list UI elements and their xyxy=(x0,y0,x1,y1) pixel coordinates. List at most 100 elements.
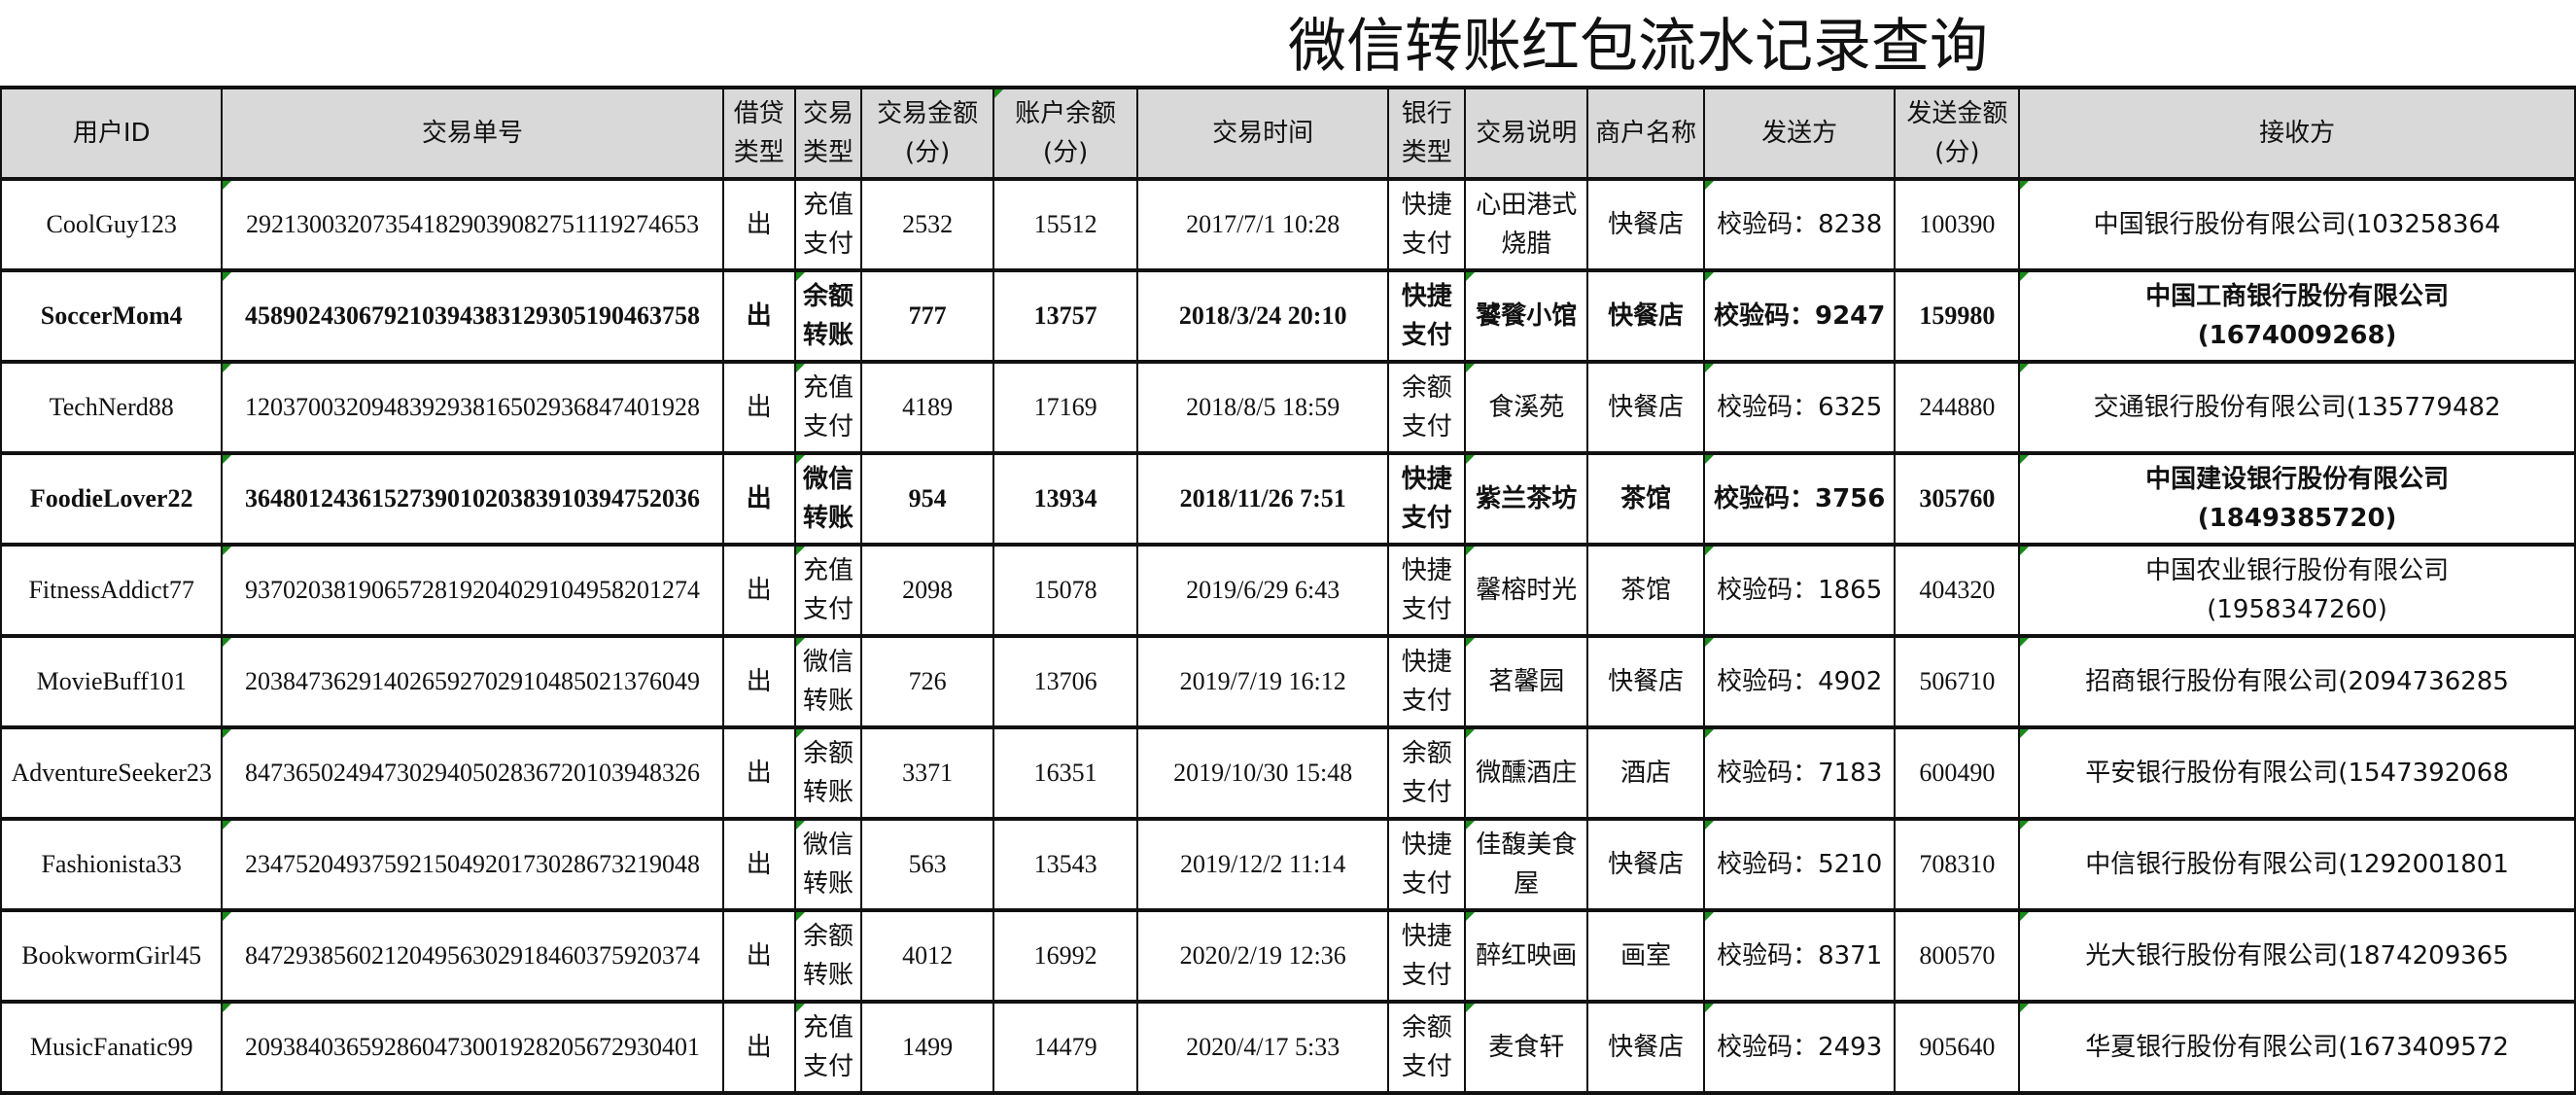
cell-receiver[interactable]: 交通银行股份有限公司(135779482 xyxy=(2018,360,2576,455)
cell-debit-credit-type[interactable]: 出 xyxy=(721,268,796,364)
cell-amount[interactable]: 726 xyxy=(860,634,995,729)
cell-transaction-type[interactable]: 充值支付 xyxy=(793,360,863,455)
column-header-merchant[interactable]: 商户名称 xyxy=(1586,86,1705,181)
cell-transaction-type[interactable]: 余额转账 xyxy=(793,268,863,364)
cell-description[interactable]: 馨榕时光 xyxy=(1464,543,1589,638)
cell-description[interactable]: 食溪苑 xyxy=(1464,360,1589,455)
cell-description[interactable]: 心田港式烧腊 xyxy=(1464,177,1589,272)
cell-amount[interactable]: 563 xyxy=(860,817,995,912)
cell-transaction-no[interactable]: 937020381906572819204029104958201274 xyxy=(221,543,724,638)
cell-sender[interactable]: 校验码：9247 xyxy=(1702,268,1897,364)
cell-merchant[interactable]: 茶馆 xyxy=(1586,451,1705,547)
cell-transaction-time[interactable]: 2019/6/29 6:43 xyxy=(1136,543,1390,638)
cell-user-id[interactable]: Fashionista33 xyxy=(0,817,224,912)
cell-user-id[interactable]: TechNerd88 xyxy=(0,360,224,455)
cell-sent-amount[interactable]: 600490 xyxy=(1894,725,2021,821)
column-header-sender[interactable]: 发送方 xyxy=(1702,86,1897,181)
cell-receiver[interactable]: 中信银行股份有限公司(1292001801 xyxy=(2018,817,2576,912)
cell-transaction-time[interactable]: 2017/7/1 10:28 xyxy=(1136,177,1390,272)
cell-sent-amount[interactable]: 800570 xyxy=(1894,908,2021,1004)
cell-sent-amount[interactable]: 100390 xyxy=(1894,177,2021,272)
cell-balance[interactable]: 17169 xyxy=(992,360,1139,455)
cell-transaction-type[interactable]: 余额转账 xyxy=(793,908,863,1004)
cell-sender[interactable]: 校验码：6325 xyxy=(1702,360,1897,455)
cell-balance[interactable]: 16351 xyxy=(992,725,1139,821)
cell-debit-credit-type[interactable]: 出 xyxy=(721,1000,796,1095)
cell-receiver[interactable]: 平安银行股份有限公司(1547392068 xyxy=(2018,725,2576,821)
cell-amount[interactable]: 1499 xyxy=(860,1000,995,1095)
cell-user-id[interactable]: MovieBuff101 xyxy=(0,634,224,729)
cell-description[interactable]: 佳馥美食屋 xyxy=(1464,817,1589,912)
column-header-transaction-type[interactable]: 交易 类型 xyxy=(793,86,863,181)
cell-transaction-type[interactable]: 充值支付 xyxy=(793,177,863,272)
cell-amount[interactable]: 2532 xyxy=(860,177,995,272)
cell-receiver[interactable]: 中国农业银行股份有限公司 (1958347260) xyxy=(2018,543,2576,638)
cell-transaction-no[interactable]: 234752049375921504920173028673219048 xyxy=(221,817,724,912)
cell-transaction-type[interactable]: 充值支付 xyxy=(793,1000,863,1095)
cell-transaction-no[interactable]: 847293856021204956302918460375920374 xyxy=(221,908,724,1004)
cell-merchant[interactable]: 茶馆 xyxy=(1586,543,1705,638)
cell-transaction-time[interactable]: 2020/4/17 5:33 xyxy=(1136,1000,1390,1095)
cell-merchant[interactable]: 快餐店 xyxy=(1586,634,1705,729)
cell-user-id[interactable]: FitnessAddict77 xyxy=(0,543,224,638)
cell-user-id[interactable]: MusicFanatic99 xyxy=(0,1000,224,1095)
cell-balance[interactable]: 16992 xyxy=(992,908,1139,1004)
cell-transaction-no[interactable]: 203847362914026592702910485021376049 xyxy=(221,634,724,729)
cell-bank-type[interactable]: 快捷支付 xyxy=(1387,177,1467,272)
cell-merchant[interactable]: 快餐店 xyxy=(1586,817,1705,912)
column-header-balance[interactable]: 账户余额 (分) xyxy=(992,86,1139,181)
cell-sender[interactable]: 校验码：7183 xyxy=(1702,725,1897,821)
cell-sender[interactable]: 校验码：8371 xyxy=(1702,908,1897,1004)
cell-transaction-no[interactable]: 292130032073541829039082751119274653 xyxy=(221,177,724,272)
cell-bank-type[interactable]: 快捷支付 xyxy=(1387,268,1467,364)
cell-sent-amount[interactable]: 905640 xyxy=(1894,1000,2021,1095)
cell-amount[interactable]: 954 xyxy=(860,451,995,547)
cell-transaction-no[interactable]: 458902430679210394383129305190463758 xyxy=(221,268,724,364)
cell-user-id[interactable]: AdventureSeeker23 xyxy=(0,725,224,821)
cell-sent-amount[interactable]: 708310 xyxy=(1894,817,2021,912)
cell-transaction-time[interactable]: 2018/3/24 20:10 xyxy=(1136,268,1390,364)
cell-transaction-type[interactable]: 微信转账 xyxy=(793,451,863,547)
column-header-debit-credit-type[interactable]: 借贷 类型 xyxy=(721,86,796,181)
cell-sender[interactable]: 校验码：2493 xyxy=(1702,1000,1897,1095)
column-header-user-id[interactable]: 用户ID xyxy=(0,86,224,181)
cell-transaction-time[interactable]: 2018/11/26 7:51 xyxy=(1136,451,1390,547)
cell-transaction-type[interactable]: 微信转账 xyxy=(793,634,863,729)
cell-transaction-type[interactable]: 微信转账 xyxy=(793,817,863,912)
cell-user-id[interactable]: CoolGuy123 xyxy=(0,177,224,272)
cell-debit-credit-type[interactable]: 出 xyxy=(721,177,796,272)
cell-description[interactable]: 茗馨园 xyxy=(1464,634,1589,729)
column-header-sent-amount[interactable]: 发送金额 (分) xyxy=(1894,86,2021,181)
cell-description[interactable]: 饕餮小馆 xyxy=(1464,268,1589,364)
cell-receiver[interactable]: 光大银行股份有限公司(1874209365 xyxy=(2018,908,2576,1004)
cell-sender[interactable]: 校验码：4902 xyxy=(1702,634,1897,729)
cell-amount[interactable]: 3371 xyxy=(860,725,995,821)
cell-receiver[interactable]: 中国工商银行股份有限公司 (1674009268) xyxy=(2018,268,2576,364)
cell-balance[interactable]: 13757 xyxy=(992,268,1139,364)
column-header-transaction-time[interactable]: 交易时间 xyxy=(1136,86,1390,181)
column-header-description[interactable]: 交易说明 xyxy=(1464,86,1589,181)
cell-sent-amount[interactable]: 506710 xyxy=(1894,634,2021,729)
cell-balance[interactable]: 13543 xyxy=(992,817,1139,912)
column-header-transaction-no[interactable]: 交易单号 xyxy=(221,86,724,181)
cell-transaction-type[interactable]: 充值支付 xyxy=(793,543,863,638)
cell-transaction-time[interactable]: 2018/8/5 18:59 xyxy=(1136,360,1390,455)
cell-debit-credit-type[interactable]: 出 xyxy=(721,451,796,547)
cell-user-id[interactable]: BookwormGirl45 xyxy=(0,908,224,1004)
cell-description[interactable]: 麦食轩 xyxy=(1464,1000,1589,1095)
cell-balance[interactable]: 15078 xyxy=(992,543,1139,638)
cell-sent-amount[interactable]: 244880 xyxy=(1894,360,2021,455)
cell-description[interactable]: 醉红映画 xyxy=(1464,908,1589,1004)
cell-merchant[interactable]: 快餐店 xyxy=(1586,268,1705,364)
column-header-bank-type[interactable]: 银行 类型 xyxy=(1387,86,1467,181)
cell-bank-type[interactable]: 余额支付 xyxy=(1387,1000,1467,1095)
cell-debit-credit-type[interactable]: 出 xyxy=(721,543,796,638)
cell-sender[interactable]: 校验码：8238 xyxy=(1702,177,1897,272)
cell-receiver[interactable]: 华夏银行股份有限公司(1673409572 xyxy=(2018,1000,2576,1095)
cell-merchant[interactable]: 快餐店 xyxy=(1586,1000,1705,1095)
cell-bank-type[interactable]: 余额支付 xyxy=(1387,725,1467,821)
cell-transaction-no[interactable]: 364801243615273901020383910394752036 xyxy=(221,451,724,547)
cell-sender[interactable]: 校验码：3756 xyxy=(1702,451,1897,547)
cell-amount[interactable]: 2098 xyxy=(860,543,995,638)
cell-amount[interactable]: 777 xyxy=(860,268,995,364)
